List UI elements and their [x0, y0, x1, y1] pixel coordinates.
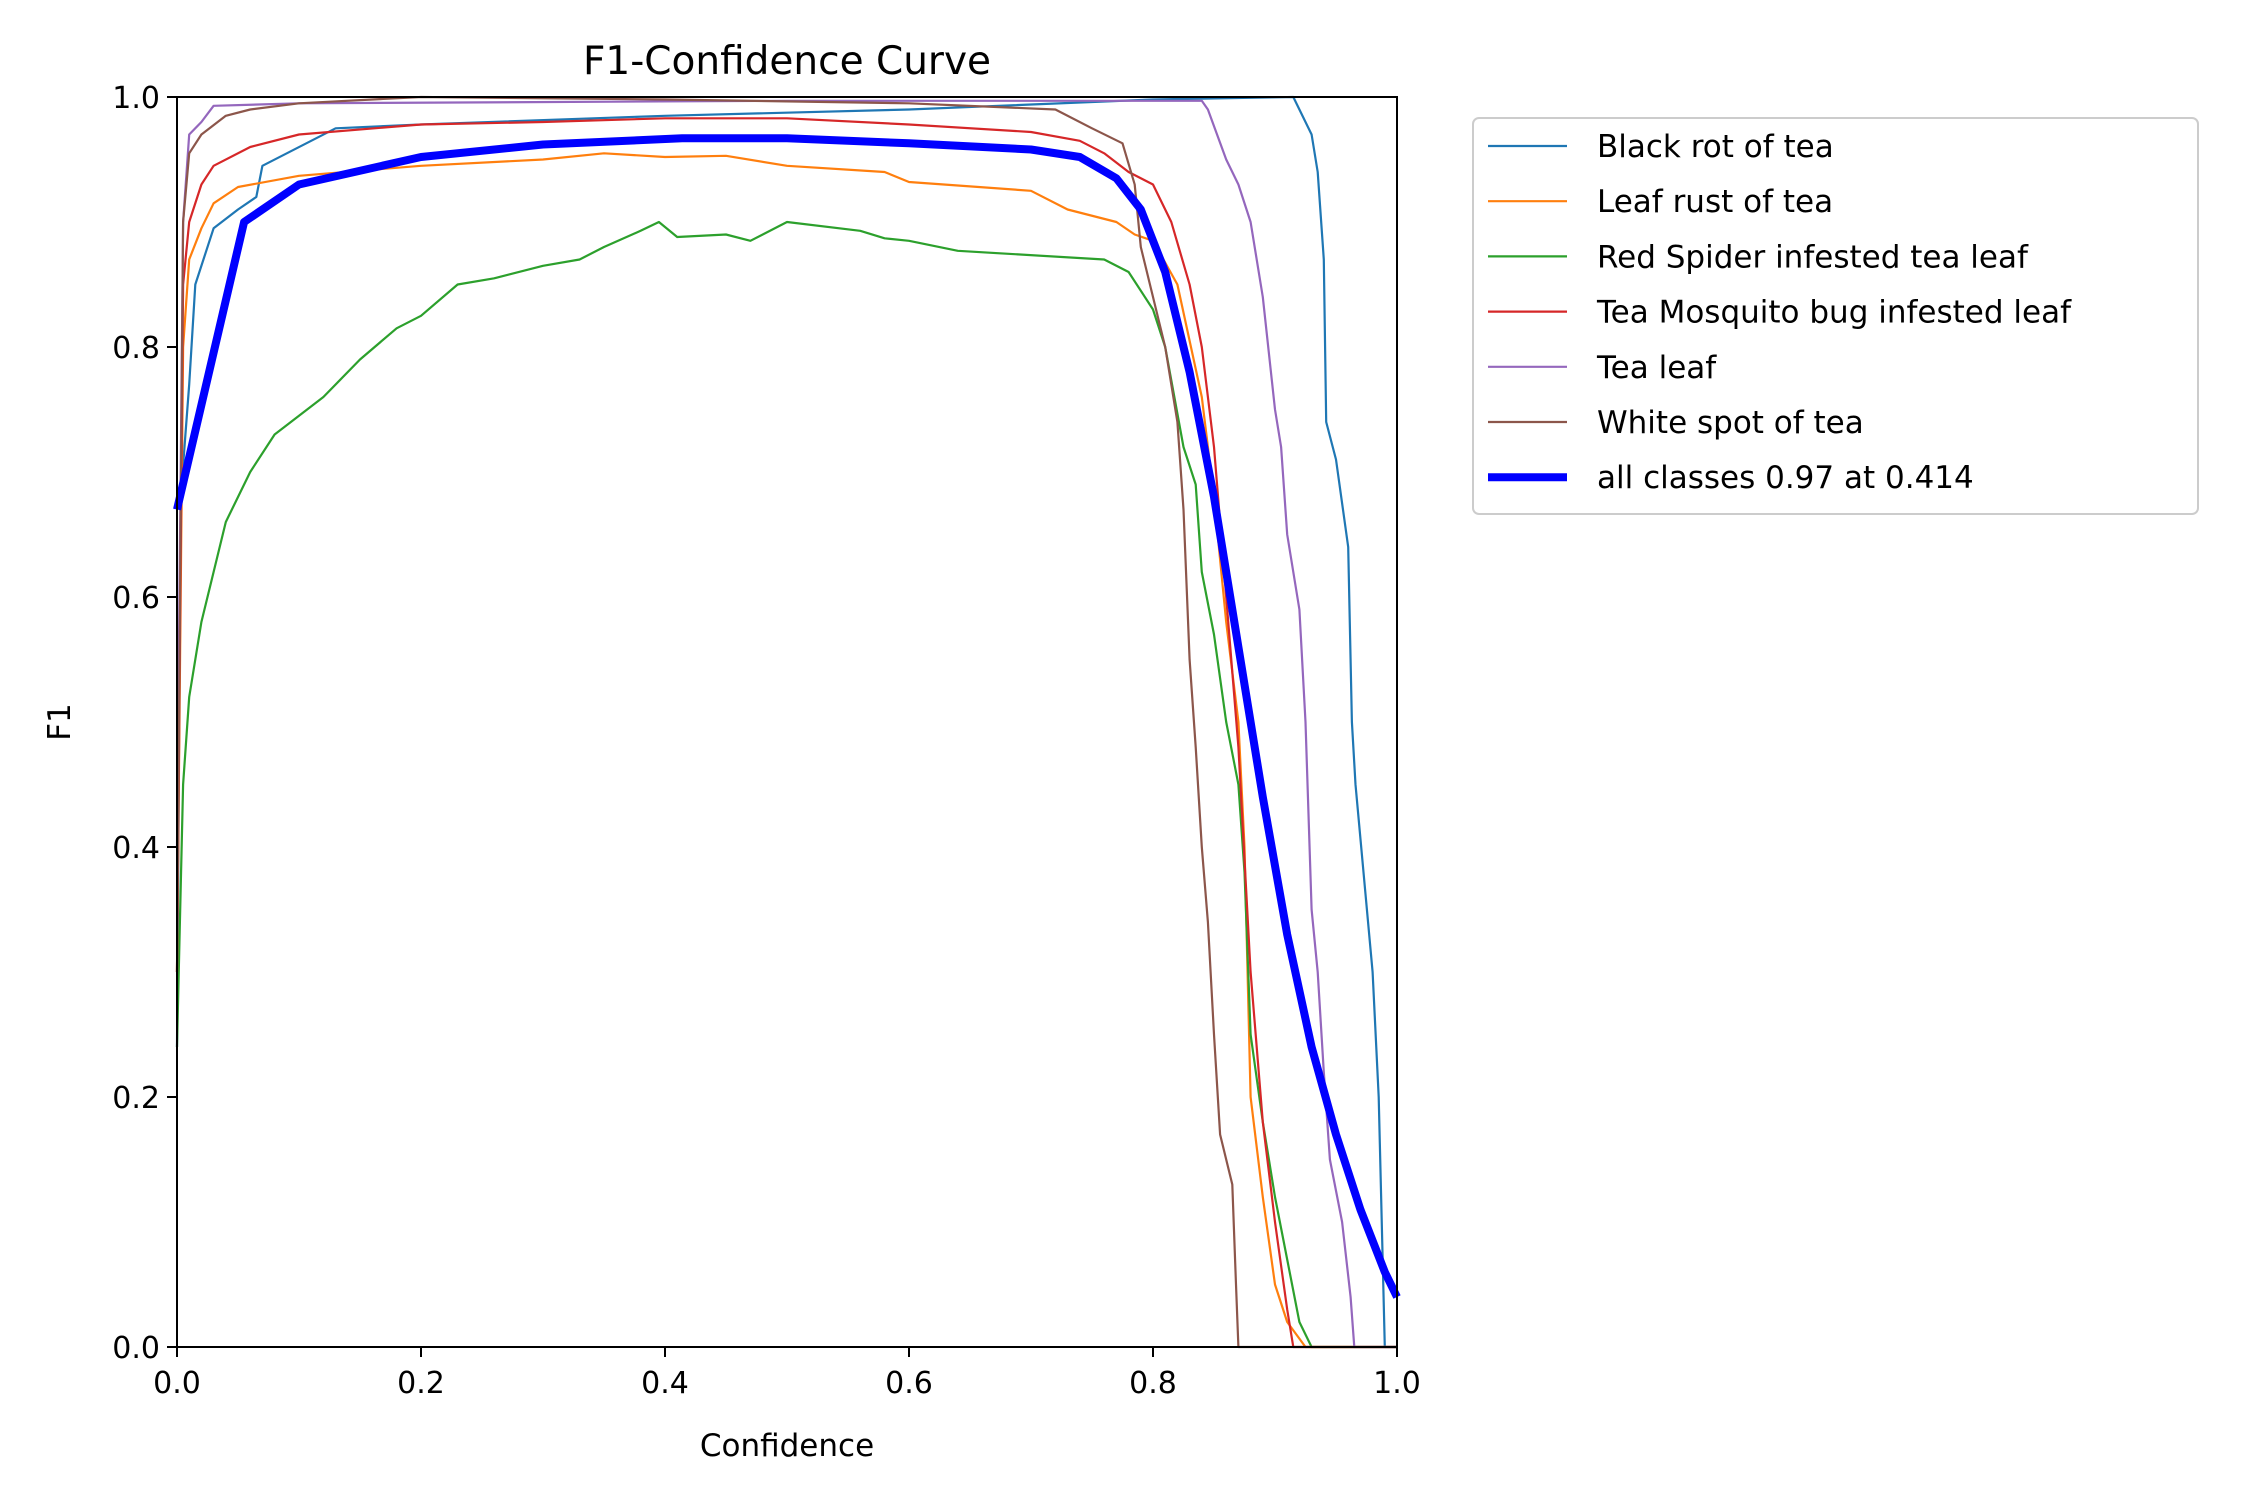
- legend-label: Tea leaf: [1596, 350, 1717, 386]
- x-axis-label: Confidence: [700, 1428, 874, 1464]
- y-tick-label: 0.8: [112, 331, 160, 366]
- legend-label: Red Spider infested tea leaf: [1597, 239, 2029, 275]
- series-line-1: [175, 152, 1397, 1349]
- ticks-layer: 0.0 0.2 0.4 0.6 0.8 1.0 0.0 0.2 0.4 0.6 0.8 1.0: [112, 81, 1421, 1401]
- series-line-5: [175, 95, 1397, 1349]
- x-tick-label: 1.0: [1373, 1366, 1421, 1401]
- y-tick-label: 0.6: [112, 581, 160, 616]
- legend-box: [1472, 117, 2199, 515]
- legend-label: Leaf rust of tea: [1597, 184, 1833, 220]
- legend-label: all classes 0.97 at 0.414: [1597, 460, 1974, 496]
- y-tick-label: 1.0: [112, 81, 160, 116]
- series-line-6: [173, 134, 1401, 1299]
- series-line-0: [175, 95, 1397, 1349]
- y-tick-label: 0.4: [112, 831, 160, 866]
- series-line-4: [175, 99, 1397, 1349]
- legend-label: Tea Mosquito bug infested leaf: [1596, 295, 2072, 331]
- legend-label: Black rot of tea: [1597, 129, 1834, 165]
- series-line-3: [175, 117, 1397, 1349]
- x-tick-label: 0.2: [397, 1366, 445, 1401]
- plot-frame: [176, 96, 1398, 1348]
- series-line-2: [175, 220, 1397, 1349]
- x-tick-label: 0.0: [153, 1366, 201, 1401]
- y-tick-label: 0.0: [112, 1331, 160, 1366]
- x-tick-label: 0.4: [641, 1366, 689, 1401]
- legend-label: White spot of tea: [1597, 405, 1864, 441]
- y-axis-label: F1: [42, 703, 78, 741]
- legend: Black rot of tea Leaf rust of tea Red Spid…: [1472, 117, 2199, 515]
- series-layer: [173, 95, 1401, 1349]
- y-tick-label: 0.2: [112, 1081, 160, 1116]
- chart-title: F1-Confidence Curve: [583, 39, 991, 84]
- x-tick-label: 0.8: [1129, 1366, 1177, 1401]
- x-tick-label: 0.6: [885, 1366, 933, 1401]
